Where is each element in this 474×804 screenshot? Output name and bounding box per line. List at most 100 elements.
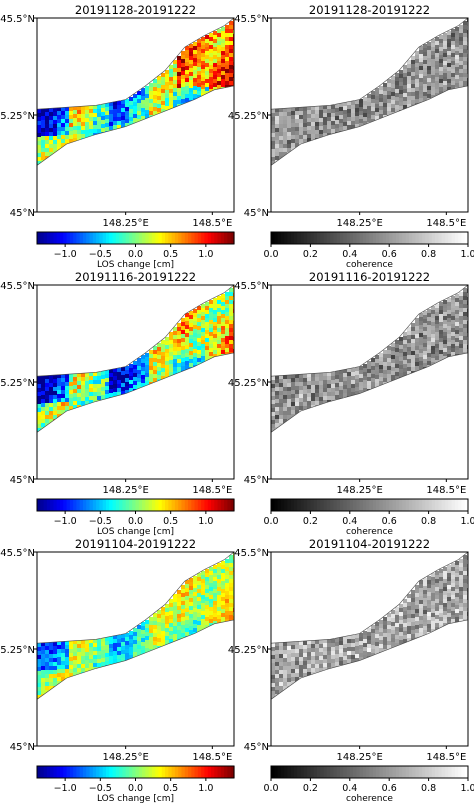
field-cell <box>455 597 459 601</box>
field-cell <box>217 316 221 320</box>
field-cell <box>435 57 439 61</box>
field-cell <box>367 94 371 98</box>
field-cell <box>363 635 367 639</box>
field-cell <box>355 371 359 375</box>
field-cell <box>451 619 455 623</box>
field-cell <box>73 130 77 134</box>
field-cell <box>287 116 291 120</box>
field-cell <box>161 85 165 89</box>
field-cell <box>37 149 41 153</box>
field-cell <box>291 406 295 410</box>
field-cell <box>77 122 81 126</box>
field-cell <box>41 375 45 379</box>
field-cell <box>411 84 415 88</box>
colorbar-tick-label: −0.5 <box>89 249 112 260</box>
field-cell <box>37 145 41 149</box>
field-cell <box>435 607 439 611</box>
field-cell <box>375 626 379 630</box>
field-cell <box>225 316 229 320</box>
field-cell <box>315 122 319 126</box>
field-cell <box>49 120 53 124</box>
field-cell <box>189 323 193 327</box>
field-cell <box>185 357 189 361</box>
field-cell <box>415 59 419 63</box>
field-cell <box>145 94 149 98</box>
colorbar-segment <box>316 766 321 778</box>
field-cell <box>153 366 157 370</box>
field-cell <box>343 381 347 385</box>
field-cell <box>303 115 307 119</box>
field-cell <box>65 669 69 673</box>
field-cell <box>315 381 319 385</box>
field-cell <box>73 668 77 672</box>
field-cell <box>371 378 375 382</box>
field-cell <box>451 33 455 37</box>
field-cell <box>125 99 129 103</box>
field-cell <box>315 110 319 114</box>
colorbar-segment <box>369 766 374 778</box>
field-cell <box>85 401 89 405</box>
field-cell <box>213 338 217 342</box>
field-cell <box>443 49 447 53</box>
field-cell <box>271 695 275 699</box>
field-cell <box>391 618 395 622</box>
field-cell <box>45 116 49 120</box>
field-cell <box>271 388 275 392</box>
field-cell <box>451 595 455 599</box>
map-panel-coherence-3: 20191104-2019122245.5°N45.25°N45°N148.25… <box>228 537 474 804</box>
field-cell <box>423 622 427 626</box>
colorbar-tick-label: 0.5 <box>163 783 178 794</box>
field-cell <box>371 103 375 107</box>
field-cell <box>37 376 41 380</box>
field-cell <box>81 393 85 397</box>
field-cell <box>129 643 133 647</box>
field-cell <box>141 104 145 108</box>
field-cell <box>319 393 323 397</box>
field-cell <box>403 364 407 368</box>
field-cell <box>435 312 439 316</box>
field-cell <box>41 650 45 654</box>
colorbar-segment <box>168 499 173 511</box>
field-cell <box>77 389 81 393</box>
field-cell <box>185 588 189 592</box>
field-cell <box>213 318 217 322</box>
field-cell <box>101 371 105 375</box>
field-cell <box>93 117 97 121</box>
field-cell <box>439 47 443 51</box>
field-cell <box>283 682 287 686</box>
colorbar-segment <box>86 232 91 244</box>
field-cell <box>65 123 69 127</box>
field-cell <box>209 348 213 352</box>
field-cell <box>451 65 455 69</box>
field-cell <box>193 624 197 628</box>
field-cell <box>229 25 233 29</box>
field-cell <box>93 392 97 396</box>
field-cell <box>439 585 443 589</box>
colorbar-segment <box>63 499 68 511</box>
field-cell <box>49 128 53 132</box>
field-cell <box>57 657 61 661</box>
field-cell <box>113 392 117 396</box>
field-cell <box>343 118 347 122</box>
field-cell <box>291 645 295 649</box>
field-cell <box>303 135 307 139</box>
field-cell <box>311 660 315 664</box>
field-cell <box>319 134 323 138</box>
field-cell <box>109 636 113 640</box>
colorbar-segment <box>385 232 390 244</box>
field-cell <box>81 656 85 660</box>
field-cell <box>169 611 173 615</box>
field-cell <box>275 136 279 140</box>
field-cell <box>169 340 173 344</box>
field-cell <box>303 378 307 382</box>
field-cell <box>299 657 303 661</box>
field-cell <box>367 636 371 640</box>
field-cell <box>217 320 221 324</box>
field-cell <box>205 47 209 51</box>
field-cell <box>161 623 165 627</box>
field-cell <box>197 39 201 43</box>
field-cell <box>435 73 439 77</box>
field-cell <box>213 47 217 51</box>
field-cell <box>295 653 299 657</box>
field-cell <box>443 332 447 336</box>
